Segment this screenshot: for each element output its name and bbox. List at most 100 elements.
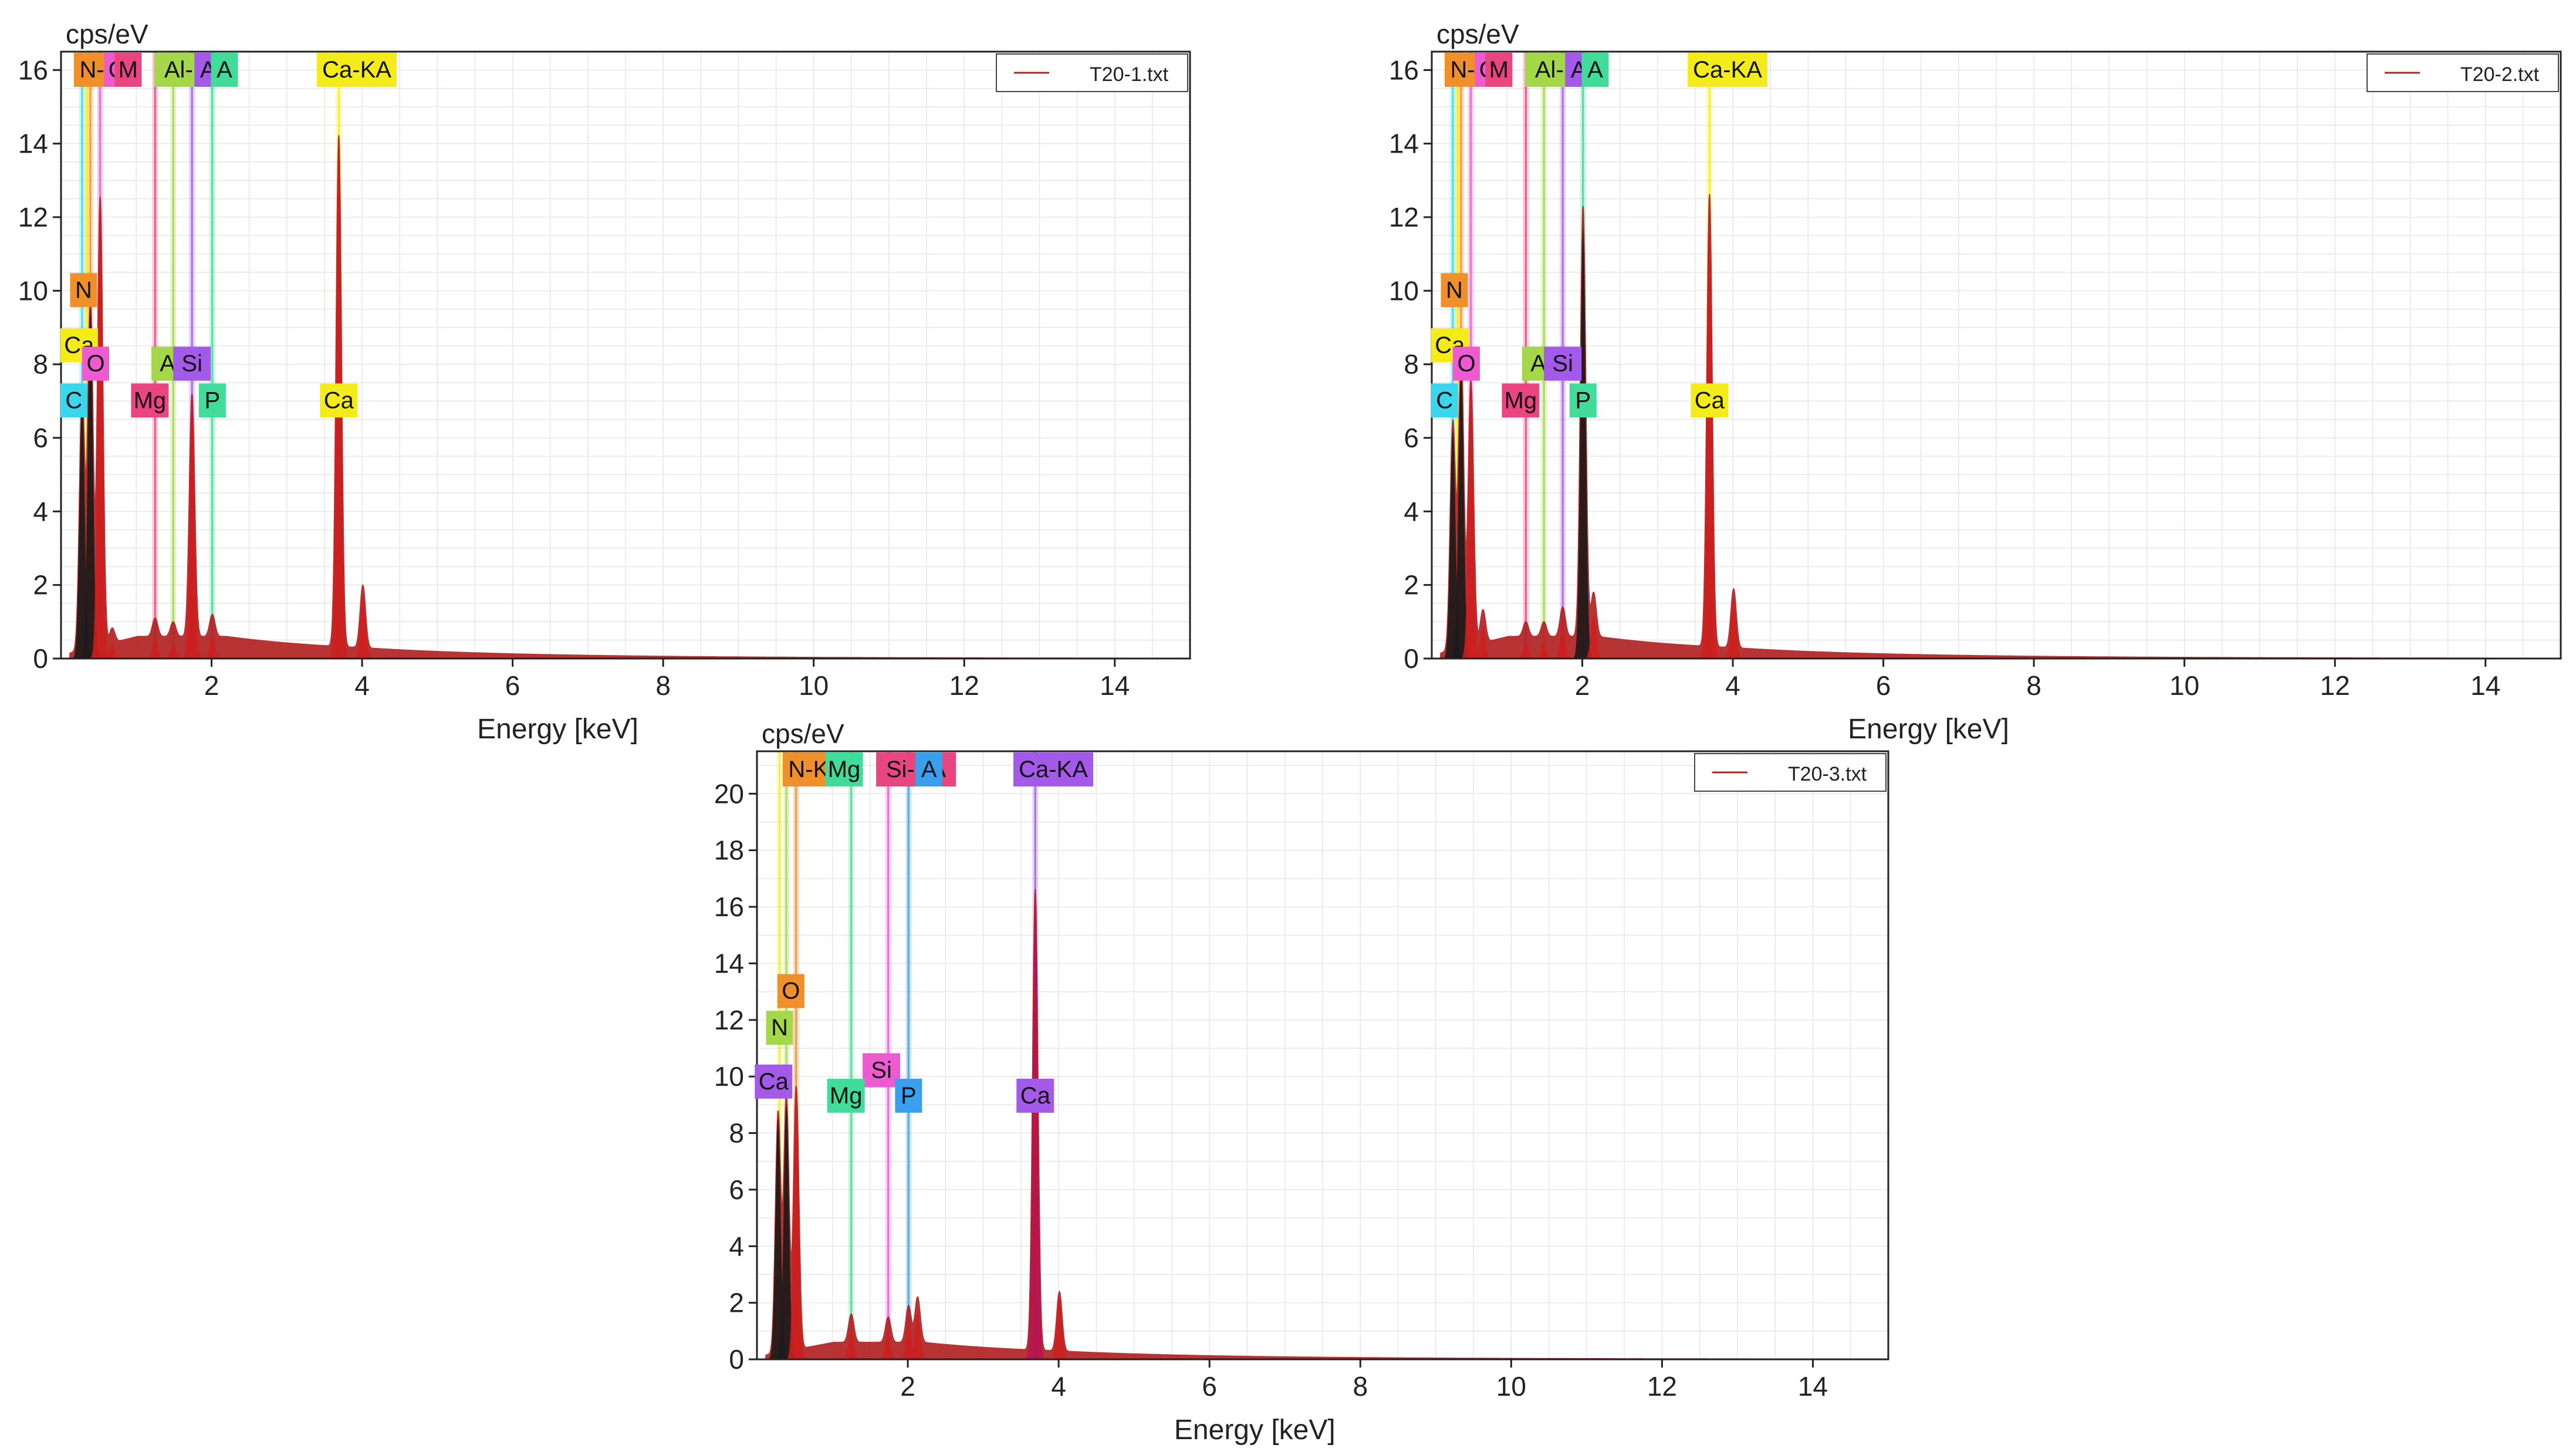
side-element-label: Si	[871, 1058, 892, 1083]
spectrum-chart-2: 2 4 6 8 10 12 14 Energy [keV] 0 2 4 6 8 10 12 14 16 cps/e…	[1389, 19, 2563, 745]
side-element-label-box	[1544, 346, 1582, 381]
x-tick-label: 4	[354, 670, 370, 701]
y-tick-label: 12	[714, 1005, 744, 1035]
side-element-label-box	[766, 1011, 793, 1045]
y-tick-label: 14	[1389, 129, 1419, 159]
side-element-label-box	[895, 1078, 922, 1113]
top-element-label: A	[217, 57, 232, 83]
side-element-label: O	[86, 351, 104, 377]
x-tick-label: 8	[2026, 670, 2041, 701]
y-tick-label: 8	[1404, 349, 1419, 380]
spectrum-chart-3: 2 4 6 8 10 12 14 Energy [keV] 0 2 4 6 8 10 12 14 16 18 20 c…	[714, 718, 1889, 1446]
y-tick-label: 10	[18, 275, 48, 306]
top-element-label-box	[1581, 53, 1609, 87]
legend: T20-3.txt	[1694, 753, 1887, 792]
top-element-label-box	[1688, 53, 1768, 87]
legend-label: T20-3.txt	[1788, 763, 1867, 785]
side-element-label-box	[198, 383, 226, 418]
spectrum-peak	[1584, 614, 1603, 659]
x-tick-label: 4	[1725, 670, 1740, 701]
side-element-label-box	[1453, 346, 1480, 381]
side-element-label: N	[75, 277, 92, 303]
side-element-label-box	[60, 383, 87, 418]
y-tick-label: 8	[729, 1118, 744, 1149]
y-axis: 0 2 4 6 8 10 12 14 16 cps/eV	[18, 19, 148, 674]
spectrum-peak	[777, 1105, 796, 1359]
side-element-label: C	[1436, 387, 1453, 413]
y-tick-label: 2	[33, 570, 48, 600]
top-element-label: M	[1489, 57, 1509, 83]
grid	[1432, 52, 2561, 659]
y-axis-label: cps/eV	[66, 19, 148, 49]
spectrum-peak	[91, 210, 110, 659]
y-tick-label: 16	[18, 55, 48, 85]
y-tick-label: 14	[18, 129, 48, 159]
y-tick-label: 6	[33, 423, 48, 453]
legend-label: T20-2.txt	[2460, 63, 2540, 86]
y-tick-label: 6	[1404, 423, 1419, 453]
side-element-label-box	[1569, 383, 1597, 418]
top-element-label-box	[114, 53, 142, 87]
side-element-label-box	[1431, 383, 1458, 418]
side-element-label: O	[1457, 351, 1475, 377]
spectrum-peak	[164, 643, 182, 659]
spectrum-peak	[146, 640, 164, 659]
x-tick-label: 12	[2320, 670, 2350, 701]
x-tick-label: 14	[1798, 1371, 1828, 1402]
y-tick-label: 4	[1404, 496, 1419, 526]
top-element-label: Ca-KA	[1693, 57, 1762, 83]
x-axis-label: Energy [keV]	[1174, 1415, 1336, 1446]
x-axis: 2 4 6 8 10 12 14 Energy [keV]	[204, 659, 1130, 745]
x-tick-label: 4	[1051, 1371, 1066, 1402]
peaks	[769, 898, 1069, 1359]
x-tick-label: 14	[1100, 670, 1130, 701]
spectrum-peak	[182, 416, 201, 659]
side-element-label-box	[755, 1064, 793, 1099]
spectrum-peak	[1443, 430, 1462, 659]
x-tick-label: 10	[799, 670, 829, 701]
side-element-label-box	[777, 974, 804, 1008]
y-tick-label: 8	[33, 349, 48, 380]
spectrum-peak	[769, 1119, 787, 1359]
spectrum-peak	[1473, 625, 1492, 659]
y-tick-label: 0	[729, 1344, 744, 1375]
legend: T20-1.txt	[996, 53, 1188, 92]
y-tick-label: 0	[33, 643, 48, 674]
side-element-label: P	[204, 387, 220, 413]
spectrum-peak	[1534, 643, 1553, 659]
x-axis-label: Energy [keV]	[477, 714, 638, 745]
spectrum-peak	[879, 1334, 898, 1359]
side-element-label: Si	[181, 351, 202, 377]
x-tick-label: 6	[1876, 670, 1891, 701]
top-element-label: M	[119, 57, 138, 83]
side-element-label: N	[1446, 277, 1463, 303]
y-tick-label: 12	[1389, 202, 1419, 232]
y-tick-label: 16	[714, 892, 744, 922]
x-tick-label: 6	[1202, 1371, 1217, 1402]
side-element-label: Ca	[1020, 1083, 1051, 1109]
spectrum-peak	[1574, 228, 1593, 659]
side-element-label: Si	[1552, 351, 1573, 377]
top-element-label: A	[1587, 57, 1603, 83]
x-axis-label: Energy [keV]	[1848, 714, 2009, 745]
side-element-label: Mg	[830, 1083, 863, 1109]
side-element-label: P	[901, 1083, 917, 1109]
side-element-label-box	[70, 273, 97, 308]
y-axis: 0 2 4 6 8 10 12 14 16 18 20 cps/eV	[714, 718, 844, 1375]
legend: T20-2.txt	[2367, 53, 2559, 92]
x-tick-label: 8	[655, 670, 671, 701]
y-tick-label: 10	[1389, 275, 1419, 306]
spectrum-peak	[1516, 643, 1535, 659]
top-element-label-box	[211, 53, 238, 87]
x-tick-label: 10	[1496, 1371, 1526, 1402]
spectrum-peak	[1700, 206, 1719, 659]
y-axis-label: cps/eV	[1436, 19, 1519, 49]
top-element-labels: N-KMgSi-KAACa-KA	[782, 752, 1094, 786]
top-element-label-box	[1013, 752, 1094, 786]
x-tick-label: 2	[204, 670, 219, 701]
x-tick-label: 10	[2169, 670, 2199, 701]
